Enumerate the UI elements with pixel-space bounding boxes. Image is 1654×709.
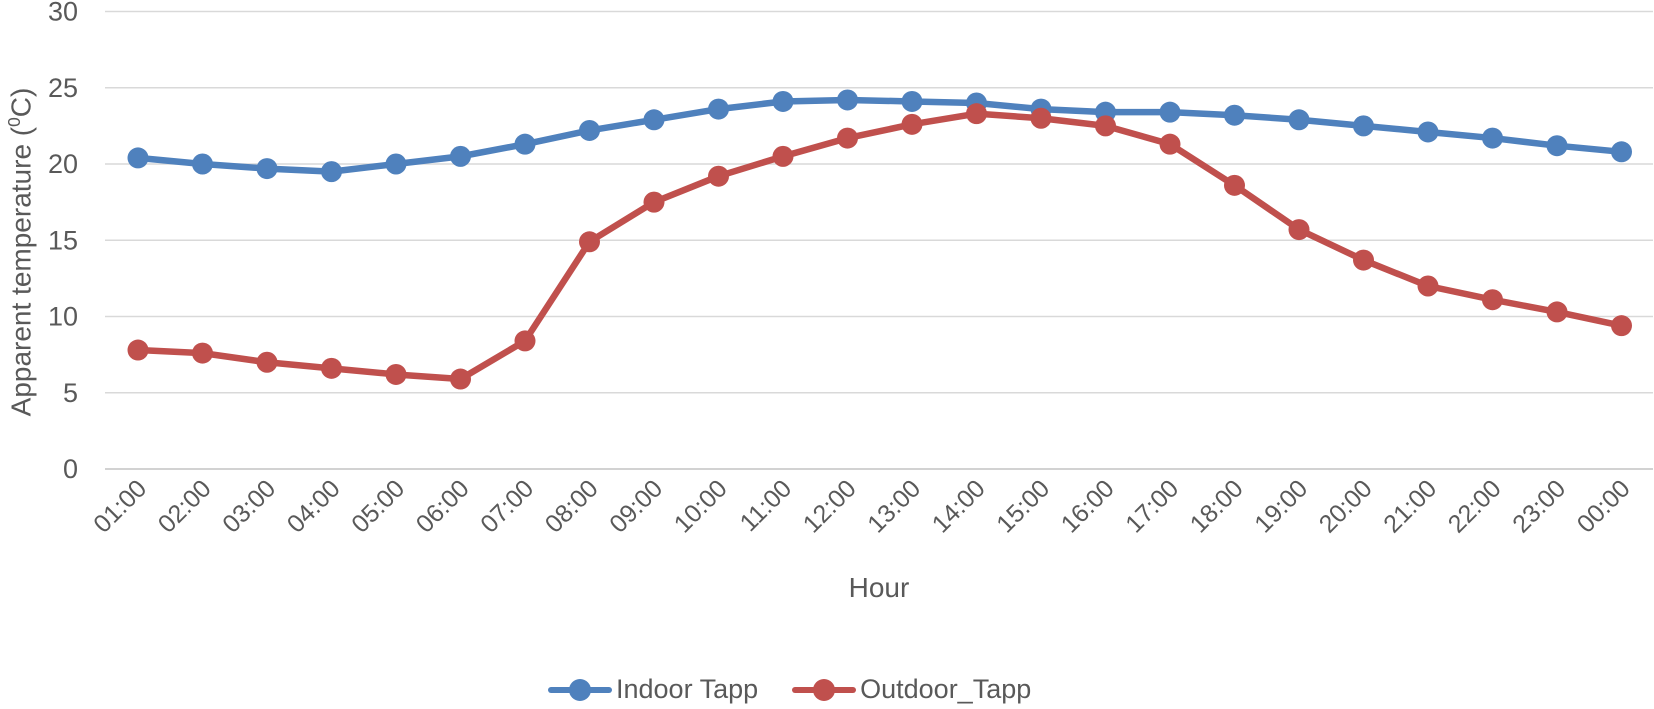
data-point-marker (579, 119, 600, 141)
data-point-marker (256, 351, 278, 373)
x-tick-label: 01:00 (88, 474, 152, 538)
data-point-marker (1482, 127, 1503, 149)
x-tick-label: 00:00 (1572, 474, 1636, 538)
legend-label-indoor: Indoor Tapp (616, 674, 759, 704)
y-tick-label: 25 (48, 73, 78, 103)
data-point-marker (514, 330, 536, 352)
data-point-marker (385, 363, 407, 385)
data-point-marker (514, 133, 536, 155)
legend-item-outdoor-tapp: Outdoor_Tapp (792, 674, 1031, 705)
data-point-marker (1159, 101, 1181, 123)
x-tick-label: 22:00 (1443, 474, 1507, 538)
x-tick-label: 16:00 (1056, 474, 1120, 538)
data-point-marker (643, 191, 665, 213)
y-tick-label: 5 (63, 378, 78, 408)
data-point-marker (772, 90, 794, 112)
y-axis-title: Apparent temperature (0C) (4, 26, 37, 478)
data-point-marker (901, 113, 923, 135)
x-tick-label: 04:00 (282, 474, 346, 538)
data-point-marker (256, 158, 278, 180)
data-point-marker (1417, 275, 1439, 297)
indoor-marker-icon (569, 678, 591, 701)
data-point-marker (1611, 141, 1632, 163)
x-tick-label: 03:00 (217, 474, 281, 538)
x-tick-label: 21:00 (1378, 474, 1442, 538)
data-point-marker (708, 165, 729, 187)
series-line-indoor-tapp (134, 96, 1625, 175)
data-point-marker (1353, 115, 1374, 137)
data-point-marker (1611, 315, 1632, 337)
y-tick-label: 15 (48, 225, 78, 255)
data-point-marker (1224, 174, 1245, 196)
data-point-marker (385, 153, 407, 175)
y-axis-title-superscript: 0 (4, 117, 24, 127)
data-point-marker (579, 231, 600, 253)
x-tick-label: 06:00 (411, 474, 475, 538)
x-tick-label: 10:00 (669, 474, 733, 538)
y-tick-label: 10 (48, 302, 78, 332)
data-point-marker (643, 109, 665, 131)
x-tick-label: 11:00 (735, 474, 798, 537)
data-point-marker (1159, 133, 1181, 155)
x-tick-label: 08:00 (540, 474, 604, 538)
y-tick-label: 0 (63, 454, 78, 484)
x-tick-label: 19:00 (1249, 474, 1313, 538)
data-point-marker (1224, 104, 1245, 126)
legend-item-indoor-tapp: Indoor Tapp (548, 674, 758, 705)
data-point-marker (1417, 121, 1439, 143)
data-point-marker (450, 368, 471, 390)
data-point-marker (966, 103, 987, 125)
data-point-marker (1546, 135, 1568, 157)
data-point-marker (1482, 289, 1503, 311)
x-tick-label: 20:00 (1314, 474, 1378, 538)
data-point-marker (772, 145, 794, 167)
data-point-marker (321, 161, 342, 183)
data-point-marker (837, 89, 858, 111)
x-axis-title: Hour (848, 572, 910, 603)
x-tick-label: 02:00 (153, 474, 217, 538)
x-tick-label: 15:00 (991, 474, 1055, 538)
data-point-marker (708, 98, 729, 120)
x-tick-label: 12:00 (798, 474, 862, 538)
legend-label-outdoor: Outdoor_Tapp (860, 674, 1032, 704)
data-point-marker (127, 339, 149, 361)
data-point-marker (837, 127, 858, 149)
data-point-marker (1030, 107, 1052, 129)
x-tick-label: 17:00 (1120, 474, 1184, 538)
y-tick-label: 30 (48, 0, 78, 27)
outdoor-series-swatch-icon (792, 678, 857, 701)
y-axis-title-text: Apparent temperature ( (5, 126, 37, 417)
series-line-outdoor-tapp (134, 110, 1625, 383)
outdoor-marker-icon (813, 678, 836, 701)
data-point-marker (1095, 115, 1116, 137)
data-point-marker (1288, 219, 1310, 241)
data-point-marker (192, 153, 213, 175)
data-point-marker (1353, 249, 1374, 271)
x-tick-label: 14:00 (927, 474, 991, 538)
x-tick-label: 05:00 (346, 474, 410, 538)
data-point-marker (901, 90, 923, 112)
data-point-marker (1288, 109, 1310, 131)
data-point-marker (1546, 301, 1568, 323)
x-tick-label: 13:00 (862, 474, 926, 538)
data-point-marker (321, 357, 342, 379)
legend: Indoor Tapp Outdoor_Tapp (548, 674, 1031, 705)
x-tick-label: 18:00 (1185, 474, 1249, 538)
data-point-marker (450, 145, 471, 167)
data-point-marker (192, 342, 213, 364)
x-tick-label: 23:00 (1507, 474, 1571, 538)
y-tick-label: 20 (48, 149, 78, 179)
indoor-series-swatch-icon (548, 678, 612, 701)
x-tick-label: 09:00 (604, 474, 668, 538)
data-point-marker (127, 147, 149, 169)
x-tick-label: 07:00 (475, 474, 539, 538)
y-axis-title-suffix: C) (5, 87, 37, 118)
